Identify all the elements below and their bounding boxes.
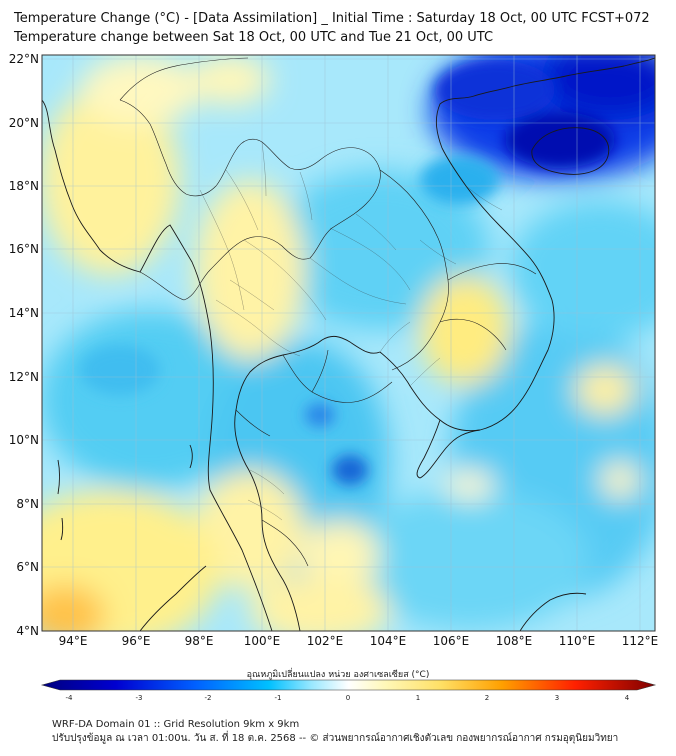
colorbar-tick: -2 xyxy=(205,694,212,700)
lat-label: 18°N xyxy=(9,179,39,193)
colorbar-tick: 3 xyxy=(555,694,559,700)
map-frame xyxy=(41,54,656,632)
lat-label: 22°N xyxy=(9,52,39,66)
lon-label: 104°E xyxy=(370,634,407,648)
province-lines xyxy=(199,141,503,521)
colorbar: -4 -3 -2 -1 0 1 2 3 4 xyxy=(40,679,657,700)
temperature-change-map: 22°N 20°N 18°N 16°N 14°N 12°N 10°N 8°N 6… xyxy=(9,52,659,700)
map-title: Temperature Change (°C) - [Data Assimila… xyxy=(14,11,650,26)
footer-model-info: WRF-DA Domain 01 :: Grid Resolution 9km … xyxy=(52,719,300,730)
graticule xyxy=(42,55,655,631)
colorbar-tick: 2 xyxy=(485,694,489,700)
lon-label: 102°E xyxy=(307,634,344,648)
colorbar-tick: 1 xyxy=(416,694,420,700)
lat-label: 14°N xyxy=(9,306,39,320)
lat-label: 16°N xyxy=(9,242,39,256)
colorbar-label: อุณหภูมิเปลี่ยนแปลง หน่วย องศาเซลเซียส (… xyxy=(246,670,430,680)
lat-label: 8°N xyxy=(16,497,39,511)
lon-label: 100°E xyxy=(244,634,281,648)
colorbar-tick: -4 xyxy=(66,694,74,700)
footer-update-info: ปรับปรุงข้อมูล ณ เวลา 01:00น. วัน ส. ที่… xyxy=(52,733,619,744)
lat-label: 12°N xyxy=(9,370,39,384)
lon-label: 98°E xyxy=(185,634,214,648)
coastlines xyxy=(42,57,655,631)
lon-label: 96°E xyxy=(122,634,151,648)
longitude-labels: 94°E 96°E 98°E 100°E 102°E 104°E 106°E 1… xyxy=(59,634,659,648)
lat-label: 20°N xyxy=(9,116,39,130)
lon-label: 108°E xyxy=(496,634,533,648)
lat-label: 10°N xyxy=(9,433,39,447)
colorbar-tick: 0 xyxy=(346,694,350,700)
lon-label: 94°E xyxy=(59,634,88,648)
colorbar-ramp xyxy=(40,679,657,691)
lon-label: 110°E xyxy=(559,634,596,648)
colorbar-tick: 4 xyxy=(625,694,630,700)
temperature-field xyxy=(42,55,655,631)
lat-label: 4°N xyxy=(16,624,39,638)
lon-label: 112°E xyxy=(622,634,659,648)
colorbar-tick: -1 xyxy=(275,694,282,700)
map-subtitle: Temperature change between Sat 18 Oct, 0… xyxy=(14,30,494,45)
lon-label: 106°E xyxy=(433,634,470,648)
colorbar-tick: -3 xyxy=(136,694,143,700)
lat-label: 6°N xyxy=(16,560,39,574)
latitude-labels: 22°N 20°N 18°N 16°N 14°N 12°N 10°N 8°N 6… xyxy=(9,52,39,638)
